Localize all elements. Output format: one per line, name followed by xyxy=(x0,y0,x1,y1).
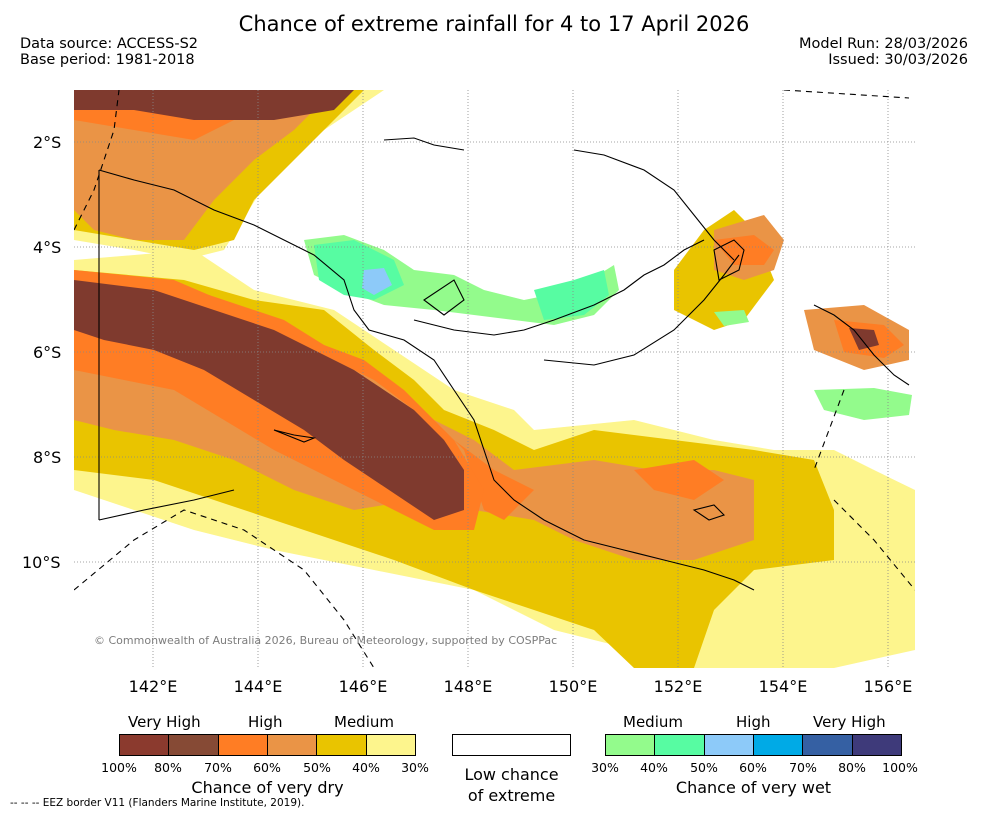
wet-tick-3: 60% xyxy=(739,760,767,775)
lat-label-2: 4°S xyxy=(33,238,62,257)
dry-colorbar xyxy=(119,734,416,756)
lon-label-1: 142°E xyxy=(128,677,178,696)
dry-swatch-5 xyxy=(366,735,415,755)
wet-level-high: High xyxy=(736,713,771,731)
wet-colorbar xyxy=(605,734,902,756)
wet-swatch-0 xyxy=(606,735,656,755)
model-run: Model Run: 28/03/2026 xyxy=(798,36,968,52)
dry-swatch-1 xyxy=(169,735,219,755)
lat-label-5: 10°S xyxy=(22,553,61,572)
eez-border xyxy=(74,90,915,668)
coastline xyxy=(98,137,910,591)
wet-swatch-3 xyxy=(753,735,804,755)
dry-caption: Chance of very dry xyxy=(191,778,344,797)
wet-tick-4: 70% xyxy=(789,760,817,775)
wet-swatch-5 xyxy=(852,735,901,755)
wet-level-very-high: Very High xyxy=(813,713,886,731)
map-panel xyxy=(74,90,915,668)
wet-tick-2: 50% xyxy=(690,760,718,775)
lat-label-4: 8°S xyxy=(33,448,62,467)
meta-left: Data source: ACCESS-S2 Base period: 1981… xyxy=(20,36,198,68)
dry-tick-2: 70% xyxy=(204,760,232,775)
lon-label-8: 156°E xyxy=(863,677,913,696)
dry-level-very-high: Very High xyxy=(128,713,201,731)
neutral-caption-line1: Low chance xyxy=(464,765,559,784)
dry-tick-5: 40% xyxy=(352,760,380,775)
base-period: Base period: 1981-2018 xyxy=(20,52,195,68)
data-source: Data source: ACCESS-S2 xyxy=(20,36,199,52)
dry-level-medium: Medium xyxy=(334,713,394,731)
dry-swatch-4 xyxy=(317,735,367,755)
wet-caption: Chance of very wet xyxy=(675,778,832,797)
neutral-swatch xyxy=(452,734,571,756)
dry-swatch-0 xyxy=(120,735,170,755)
copyright-notice: © Commonwealth of Australia 2026, Bureau… xyxy=(94,634,558,647)
lon-label-5: 150°E xyxy=(548,677,598,696)
wet-level-medium: Medium xyxy=(623,713,683,731)
wet-tick-5: 80% xyxy=(838,760,866,775)
issued-date: Issued: 30/03/2026 xyxy=(828,52,968,68)
dry-tick-3: 60% xyxy=(253,760,281,775)
dry-tick-0: 100% xyxy=(101,760,137,775)
neutral-caption-line2: of extreme xyxy=(467,786,556,805)
lon-label-2: 144°E xyxy=(233,677,283,696)
lat-label-1: 2°S xyxy=(33,133,62,152)
wet-swatch-2 xyxy=(704,735,754,755)
lon-label-3: 146°E xyxy=(338,677,388,696)
lon-label-7: 154°E xyxy=(758,677,808,696)
gridlines xyxy=(74,90,915,668)
lon-label-4: 148°E xyxy=(443,677,493,696)
dry-level-high: High xyxy=(248,713,283,731)
dry-tick-6: 30% xyxy=(401,760,429,775)
dry-swatch-3 xyxy=(267,735,318,755)
lat-label-3: 6°S xyxy=(33,343,62,362)
dry-swatch-2 xyxy=(218,735,268,755)
lon-label-6: 152°E xyxy=(653,677,703,696)
neutral-caption: Low chance of extreme xyxy=(452,764,571,806)
wet-swatch-4 xyxy=(803,735,853,755)
eez-footnote: -- -- -- EEZ border V11 (Flanders Marine… xyxy=(10,797,305,809)
wet-tick-6: 100% xyxy=(882,760,918,775)
wet-shading xyxy=(304,235,912,420)
page-title: Chance of extreme rainfall for 4 to 17 A… xyxy=(238,12,750,36)
dry-tick-1: 80% xyxy=(154,760,182,775)
wet-tick-1: 40% xyxy=(640,760,668,775)
dry-tick-4: 50% xyxy=(303,760,331,775)
meta-right: Model Run: 28/03/2026 Issued: 30/03/2026 xyxy=(799,36,968,68)
wet-swatch-1 xyxy=(655,735,705,755)
wet-tick-0: 30% xyxy=(591,760,619,775)
